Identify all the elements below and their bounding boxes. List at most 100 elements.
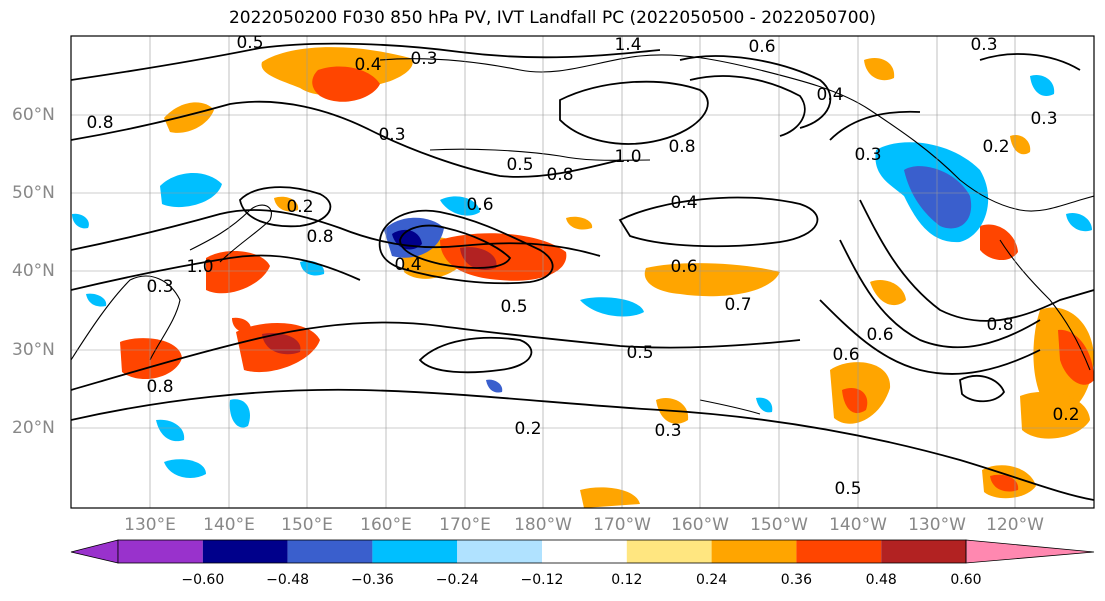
colorbar-bin [542, 540, 627, 563]
pv-contour [829, 110, 921, 141]
positive-anomaly-region [1058, 329, 1094, 385]
contour-label: 0.3 [410, 49, 437, 69]
pv-contour [71, 100, 621, 178]
positive-anomaly-region [580, 487, 640, 508]
contour-label: 0.6 [748, 37, 775, 57]
contour-label: 1.0 [186, 257, 213, 277]
lat-label: 50°N [12, 183, 55, 203]
colorbar-extend-min [70, 539, 119, 564]
lon-label: 170°W [593, 515, 651, 535]
contour-label: 0.6 [832, 345, 859, 365]
colorbar-bin [118, 540, 203, 563]
contour-label: 0.8 [668, 137, 695, 157]
negative-anomaly-region [486, 379, 503, 393]
colorbar-tick-label: −0.60 [181, 572, 225, 588]
colorbar-tick-label: 0.36 [780, 572, 812, 588]
colorbar-tick-label: 0.24 [696, 572, 728, 588]
positive-anomaly-region [312, 66, 380, 102]
contour-label: 0.6 [670, 257, 697, 277]
contour-label: 0.3 [970, 35, 997, 55]
pv-contour [618, 196, 819, 248]
contour-label: 0.2 [514, 419, 541, 439]
coastline [699, 399, 761, 415]
lon-label: 170°E [439, 515, 491, 535]
contour-label: 0.6 [866, 325, 893, 345]
negative-anomaly-region [1030, 74, 1055, 96]
contour-label: 0.3 [1030, 109, 1057, 129]
map-title: 2022050200 F030 850 hPa PV, IVT Landfall… [228, 8, 876, 28]
contour-label: 0.7 [724, 295, 751, 315]
lon-label: 140°E [203, 515, 255, 535]
contour-label: 0.6 [466, 195, 493, 215]
contour-label: 0.5 [500, 297, 527, 317]
pv-contour [559, 80, 709, 145]
positive-anomaly-region [232, 317, 251, 333]
lon-label: 140°W [829, 515, 887, 535]
contour-label: 0.8 [546, 165, 573, 185]
contour-label: 0.4 [354, 55, 381, 75]
negative-anomaly-region [440, 196, 480, 216]
lon-label: 130°W [908, 515, 966, 535]
negative-anomaly-region [580, 297, 644, 317]
colorbar-extend-max [965, 539, 1095, 564]
negative-anomaly-region [904, 166, 972, 229]
colorbar-tick-label: −0.36 [350, 572, 394, 588]
lat-label: 20°N [12, 418, 55, 438]
lat-label: 60°N [12, 105, 55, 125]
positive-anomaly-region [842, 388, 868, 414]
pv-contour [839, 239, 1041, 349]
negative-anomaly-region [756, 397, 773, 413]
negative-anomaly-region [164, 459, 206, 478]
positive-anomaly-region [206, 251, 270, 294]
pv-contour [819, 299, 1041, 375]
colorbar-tick-label: −0.24 [435, 572, 479, 588]
lon-label: 150°W [750, 515, 808, 535]
contour-label: 0.5 [506, 155, 533, 175]
contour-label: 0.3 [654, 421, 681, 441]
contour-label: 0.5 [236, 33, 263, 53]
pv-contour [71, 388, 1094, 501]
positive-anomaly-region [262, 332, 301, 355]
contour-label: 1.4 [614, 35, 641, 55]
pv-contour [689, 75, 806, 137]
colorbar-tick-label: −0.48 [266, 572, 310, 588]
lat-label: 40°N [12, 261, 55, 281]
contour-label: 0.2 [982, 137, 1009, 157]
positive-anomaly-region [980, 224, 1018, 261]
contour-label: 0.2 [286, 197, 313, 217]
colorbar-tick-label: −0.12 [520, 572, 564, 588]
contour-label: 0.3 [378, 125, 405, 145]
contour-label: 1.0 [614, 147, 641, 167]
contour-label: 0.8 [86, 113, 113, 133]
negative-anomaly-region [1066, 212, 1092, 232]
colorbar-bin [881, 540, 966, 563]
pv-contour [679, 55, 832, 129]
contour-label: 0.8 [146, 377, 173, 397]
lon-label: 180°W [514, 515, 572, 535]
lon-label: 160°W [671, 515, 729, 535]
pv-contour [71, 321, 801, 391]
contour-label: 0.8 [306, 227, 333, 247]
lon-label: 120°W [986, 515, 1044, 535]
colorbar-bin [287, 540, 373, 563]
colorbar-bin [796, 540, 882, 563]
positive-anomaly-region [460, 247, 497, 270]
colorbar-bin [457, 540, 542, 563]
colorbar-tick-label: 0.60 [950, 572, 982, 588]
contour-label: 0.3 [854, 145, 881, 165]
colorbar-tick-label: 0.48 [865, 572, 897, 588]
colorbar-bin [711, 540, 797, 563]
coastline [189, 204, 272, 263]
pv-contour [71, 254, 361, 291]
lon-label: 150°E [281, 515, 333, 535]
coastline [379, 54, 1094, 212]
pv-contour [418, 336, 533, 374]
positive-anomaly-region [1020, 391, 1090, 439]
positive-anomaly-region [644, 263, 780, 297]
positive-anomaly-region [990, 474, 1019, 492]
lat-label: 30°N [12, 340, 55, 360]
colorbar-bin [202, 540, 288, 563]
negative-anomaly-region [156, 419, 185, 442]
colorbar [70, 539, 1095, 564]
